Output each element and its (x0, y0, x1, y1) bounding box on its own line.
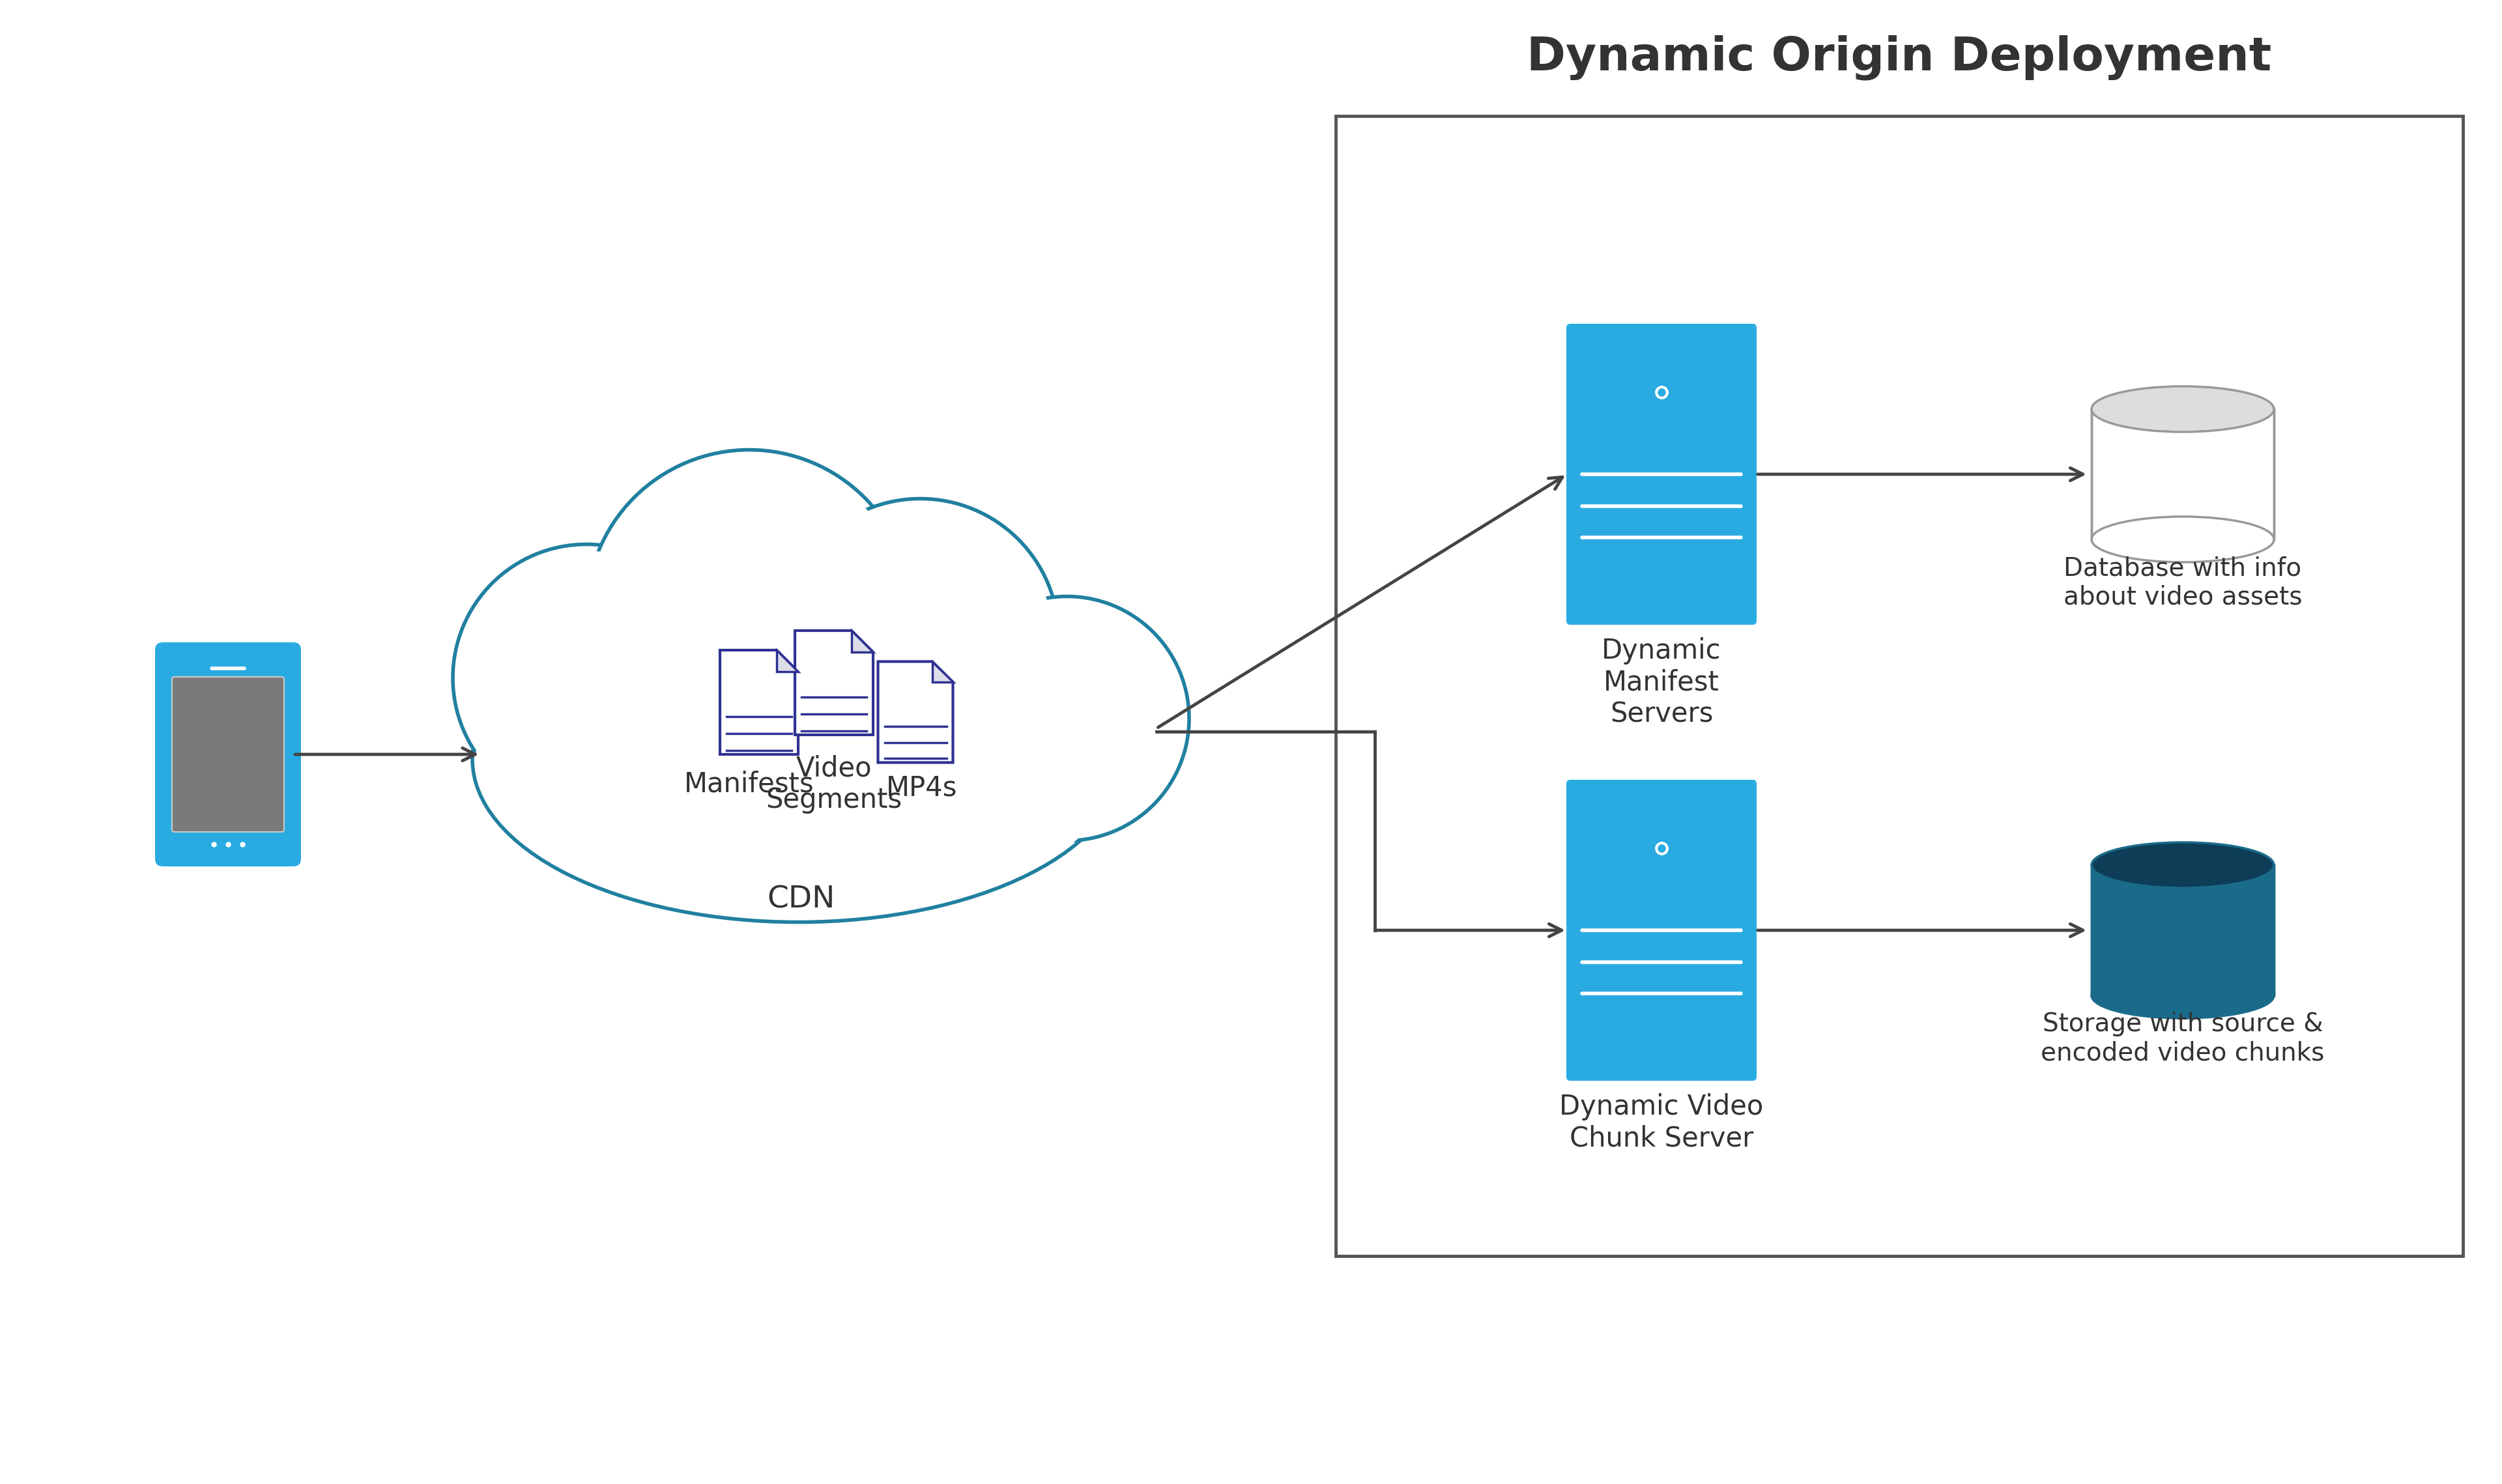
Polygon shape (933, 662, 953, 683)
Ellipse shape (473, 597, 1123, 922)
Ellipse shape (2092, 843, 2274, 887)
Text: MP4s: MP4s (886, 775, 958, 801)
Bar (2092, 410, 2274, 539)
Ellipse shape (2092, 972, 2274, 1018)
Bar (2092, 865, 2274, 996)
Ellipse shape (2092, 386, 2274, 432)
Polygon shape (776, 650, 798, 672)
Polygon shape (851, 631, 873, 651)
Text: Manifests: Manifests (683, 770, 813, 798)
Circle shape (951, 603, 1183, 834)
Ellipse shape (475, 600, 1121, 919)
Text: Dynamic Origin Deployment: Dynamic Origin Deployment (1526, 34, 2272, 80)
Circle shape (781, 499, 1058, 776)
Circle shape (788, 505, 1053, 769)
Text: Database with info
about video assets: Database with info about video assets (2064, 555, 2302, 608)
Ellipse shape (2092, 516, 2274, 562)
Text: Dynamic
Manifest
Servers: Dynamic Manifest Servers (1601, 637, 1721, 727)
FancyBboxPatch shape (1566, 324, 1756, 625)
FancyBboxPatch shape (155, 643, 300, 867)
Polygon shape (796, 631, 873, 735)
Polygon shape (878, 662, 953, 763)
Text: Video
Segments: Video Segments (766, 754, 903, 813)
FancyBboxPatch shape (1566, 779, 1756, 1080)
Bar (1336, 116, 2462, 1255)
Circle shape (453, 545, 721, 812)
Polygon shape (721, 650, 798, 754)
FancyBboxPatch shape (173, 677, 285, 833)
Text: Storage with source &
encoded video chunks: Storage with source & encoded video chun… (2042, 1012, 2324, 1066)
Circle shape (946, 597, 1188, 841)
Circle shape (460, 551, 713, 804)
Text: Dynamic Video
Chunk Server: Dynamic Video Chunk Server (1559, 1094, 1764, 1152)
Circle shape (593, 457, 906, 769)
Circle shape (585, 450, 913, 776)
Text: CDN: CDN (768, 884, 836, 914)
